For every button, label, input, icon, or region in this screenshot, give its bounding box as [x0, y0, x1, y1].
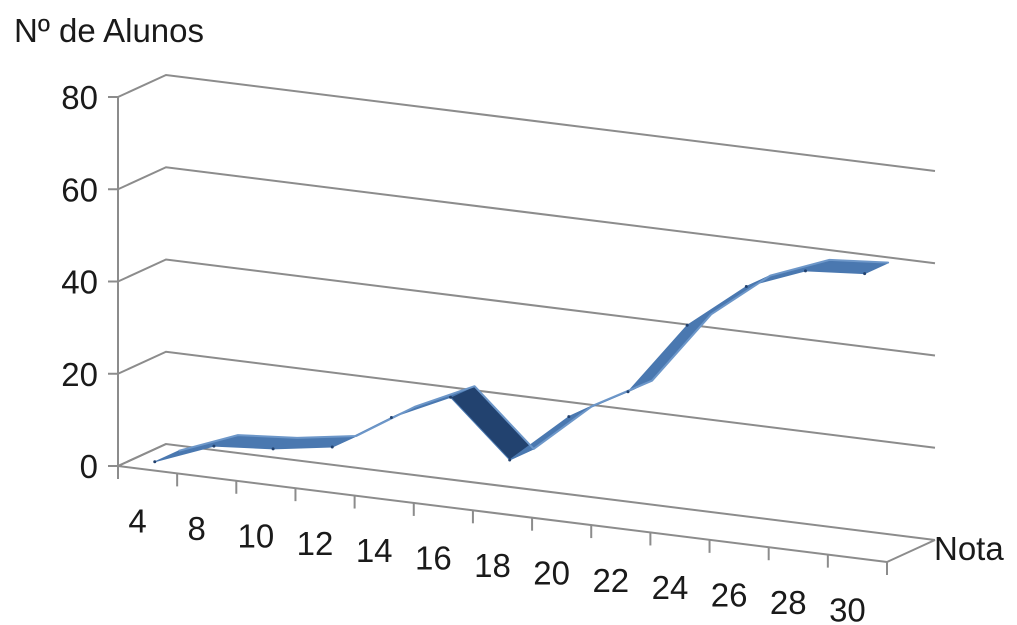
x-tick-label: 14	[356, 532, 393, 569]
data-point	[863, 272, 867, 276]
y-tick-label: 0	[80, 448, 98, 485]
data-point	[744, 285, 748, 289]
floor-depth-edge	[117, 443, 167, 467]
series-line	[178, 258, 889, 452]
y-axis-title: Nº de Alunos	[14, 12, 204, 49]
x-tick-label: 18	[474, 547, 511, 584]
data-point	[389, 416, 393, 420]
y-tick-label: 60	[61, 171, 98, 208]
data-point	[449, 395, 453, 399]
floor-depth-edge	[886, 539, 936, 563]
data-point	[685, 323, 689, 327]
data-point	[330, 445, 334, 449]
data-point	[212, 444, 216, 448]
data-point	[508, 458, 512, 462]
x-tick-label: 12	[297, 525, 334, 562]
x-tick-label: 16	[415, 540, 452, 577]
x-axis-title: Nota	[934, 530, 1004, 567]
x-tick-label: 22	[592, 562, 629, 599]
series-segment	[627, 313, 712, 393]
grid-layer	[117, 73, 936, 541]
x-tick-label: 10	[238, 517, 275, 554]
y-tick-label: 40	[61, 264, 98, 301]
series-layer	[153, 258, 890, 464]
data-point	[803, 269, 807, 273]
x-tick-label: 28	[770, 584, 807, 621]
gridline	[117, 73, 936, 172]
x-tick-label: 8	[188, 510, 206, 547]
x-tick-label: 24	[652, 569, 689, 606]
gridline	[117, 166, 936, 265]
gridline	[117, 258, 936, 357]
x-tick-label: 30	[829, 591, 866, 625]
x-tick-label: 20	[533, 554, 570, 591]
y-tick-labels: 0 20 40 60 80	[61, 79, 98, 485]
x-axis-line	[117, 465, 888, 563]
data-point	[567, 415, 571, 419]
axis-layer	[108, 96, 936, 575]
x-tick-labels: 4 8 10 12 14 16 18 20 22 24 26 28 30	[128, 503, 865, 625]
gridline	[117, 350, 936, 449]
y-tick-label: 80	[61, 79, 98, 116]
data-point	[153, 460, 157, 464]
x-tick-label: 4	[128, 503, 146, 540]
series-segment	[450, 385, 535, 461]
data-point	[271, 447, 275, 451]
x-tick-label: 26	[711, 577, 748, 614]
y-tick-label: 20	[61, 356, 98, 393]
data-point	[626, 390, 630, 394]
